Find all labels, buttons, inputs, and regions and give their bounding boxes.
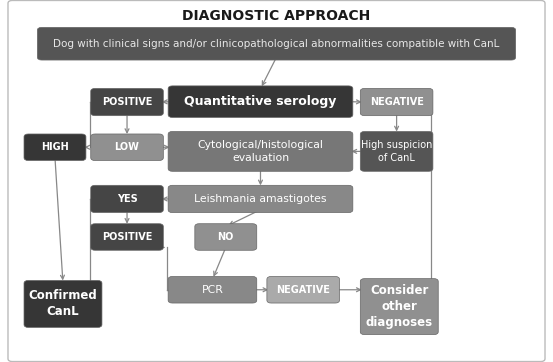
Text: DIAGNOSTIC APPROACH: DIAGNOSTIC APPROACH bbox=[182, 9, 371, 23]
Text: PCR: PCR bbox=[201, 285, 223, 295]
Text: Quantitative serology: Quantitative serology bbox=[184, 95, 337, 108]
FancyBboxPatch shape bbox=[8, 0, 545, 362]
Text: NO: NO bbox=[217, 232, 234, 242]
FancyBboxPatch shape bbox=[361, 88, 433, 116]
FancyBboxPatch shape bbox=[267, 277, 340, 303]
Text: HIGH: HIGH bbox=[41, 142, 69, 152]
FancyBboxPatch shape bbox=[91, 134, 163, 160]
FancyBboxPatch shape bbox=[168, 185, 353, 212]
FancyBboxPatch shape bbox=[91, 224, 163, 250]
Text: NEGATIVE: NEGATIVE bbox=[369, 97, 424, 107]
Text: Confirmed
CanL: Confirmed CanL bbox=[29, 290, 97, 319]
Text: YES: YES bbox=[117, 194, 137, 204]
FancyBboxPatch shape bbox=[24, 134, 86, 160]
Text: Leishmania amastigotes: Leishmania amastigotes bbox=[194, 194, 327, 204]
Text: LOW: LOW bbox=[114, 142, 139, 152]
Text: Dog with clinical signs and/or clinicopathological abnormalities compatible with: Dog with clinical signs and/or clinicopa… bbox=[53, 39, 500, 49]
FancyBboxPatch shape bbox=[91, 88, 163, 116]
FancyBboxPatch shape bbox=[168, 131, 353, 171]
Text: POSITIVE: POSITIVE bbox=[102, 232, 152, 242]
FancyBboxPatch shape bbox=[168, 277, 257, 303]
Text: Consider
other
diagnoses: Consider other diagnoses bbox=[366, 284, 433, 329]
FancyBboxPatch shape bbox=[24, 281, 102, 328]
Text: NEGATIVE: NEGATIVE bbox=[276, 285, 330, 295]
FancyBboxPatch shape bbox=[361, 279, 438, 334]
Text: POSITIVE: POSITIVE bbox=[102, 97, 152, 107]
FancyBboxPatch shape bbox=[91, 185, 163, 212]
FancyBboxPatch shape bbox=[195, 224, 257, 250]
FancyBboxPatch shape bbox=[168, 86, 353, 117]
Text: Cytological/histological
evaluation: Cytological/histological evaluation bbox=[197, 140, 324, 163]
FancyBboxPatch shape bbox=[38, 28, 515, 60]
Text: High suspicion
of CanL: High suspicion of CanL bbox=[361, 140, 432, 163]
FancyBboxPatch shape bbox=[361, 131, 433, 171]
